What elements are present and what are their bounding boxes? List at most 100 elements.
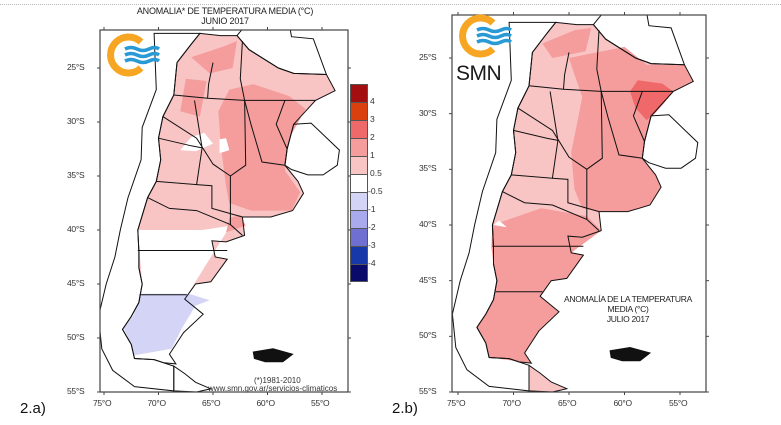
province-border [162,116,231,177]
figure-a-title-line2: JUNIO 2017 [201,16,249,26]
province-border [158,137,203,149]
lat-tick-label: 45°S [419,274,437,285]
map-panel-a [97,27,351,395]
malvinas-islands [252,348,294,363]
legend-label: 3 [370,114,375,124]
figure-a-credit-period: (*)1981-2010 [254,376,301,385]
anomaly-zone [219,138,230,154]
province-border [586,91,603,220]
legend-swatch [350,174,368,192]
lat-tick-label: 45°S [67,278,85,288]
figure-a-title: ANOMALIA* DE TEMPERATURA MEDIA (°C) JUNI… [100,6,350,26]
legend-label: -0.5 [368,186,383,196]
legend-label: 4 [370,96,375,106]
anomaly-zone [542,27,592,58]
uruguay-border [284,122,340,176]
lat-tick-label: 40°S [67,224,85,234]
anomaly-zone [180,78,207,117]
province-border [517,107,588,170]
legend-swatch [350,228,368,246]
lat-tick-label: 40°S [419,219,437,229]
legend-swatch [350,84,368,102]
figure-a-credit-url[interactable]: www.smn.gov.ar/servicios-climaticos [208,384,338,393]
anomaly-zone [218,84,306,211]
province-border [632,91,645,142]
paraguay-border [592,15,686,66]
tierra-del-fuego-border [173,365,213,392]
figure-b-title-line3: JULIO 2017 [606,314,650,324]
anomaly-zone [226,214,246,233]
province-border [275,100,288,150]
figure-b-title: ANOMALÍA DE LA TEMPERATURA MEDIA (°C) JU… [548,294,708,324]
malvinas-islands [609,346,652,362]
map-panel-b [449,12,709,395]
top-dotted-divider [0,4,781,5]
figure-a-title-line1: ANOMALIA* DE TEMPERATURA MEDIA (°C) [136,6,314,16]
lon-tick-label: 65°O [202,398,221,408]
legend-label: -2 [368,222,376,232]
lat-tick-label: 50°S [67,332,85,342]
legend-swatch [350,102,368,120]
province-border [502,191,600,231]
chile-border [452,21,557,392]
legend-swatch [350,120,368,138]
lon-tick-label: 65°O [558,398,577,408]
legend-label: 1 [370,150,375,160]
lat-tick-label: 25°S [67,62,85,72]
map-frame [99,29,349,393]
lon-tick-label: 75°O [93,398,112,408]
lat-tick-label: 30°S [419,107,437,118]
figure-b-title-line1: ANOMALÍA DE LA TEMPERATURA [564,294,692,304]
figure-b-title-line2: MEDIA (°C) [607,304,649,314]
legend-label: -4 [368,258,376,268]
province-border [194,100,203,148]
anomaly-zone [493,220,507,228]
legend-swatch [350,264,368,282]
tierra-del-fuego-border [528,364,569,392]
color-legend [350,84,368,282]
province-border [513,129,558,141]
lat-tick-label: 55°S [67,386,85,396]
lon-tick-label: 70°O [147,398,167,408]
lat-tick-label: 30°S [67,116,85,126]
province-border [549,91,559,141]
legend-swatch [350,138,368,156]
province-border [196,184,243,218]
legend-swatch [350,210,368,228]
legend-label: 0.5 [370,168,382,178]
smn-logo-icon [107,33,161,77]
anomaly-zone [191,41,237,74]
legend-label: 2 [370,132,375,142]
legend-swatch [350,246,368,264]
uruguay-border [641,114,699,169]
province-border [207,62,214,99]
province-border [552,177,600,213]
province-border [563,52,570,90]
lon-tick-label: 60°O [613,398,633,408]
chile-border [100,32,201,392]
panel-label-b: 2.b) [392,400,418,417]
lat-tick-label: 55°S [419,386,437,396]
lat-tick-label: 50°S [419,330,437,341]
lat-tick-label: 35°S [419,163,437,174]
legend-swatch [350,192,368,210]
province-border [229,100,247,225]
legend-label: -1 [368,204,376,214]
smn-logo-text: SMN [456,62,502,85]
legend-label: -3 [368,240,376,250]
anomaly-zone [123,293,210,356]
map-frame [451,14,707,393]
lon-tick-label: 75°O [447,398,466,408]
lat-tick-label: 25°S [419,52,437,62]
legend-swatch [350,156,368,174]
paraguay-border [236,30,328,76]
lat-tick-label: 35°S [67,170,85,180]
province-border [600,91,643,159]
panel-label-a: 2.a) [20,400,46,417]
smn-logo-icon [459,14,513,58]
province-border [244,100,285,166]
lon-tick-label: 55°O [669,398,688,408]
anomaly-zone [630,80,674,121]
lon-tick-label: 55°O [311,398,330,408]
